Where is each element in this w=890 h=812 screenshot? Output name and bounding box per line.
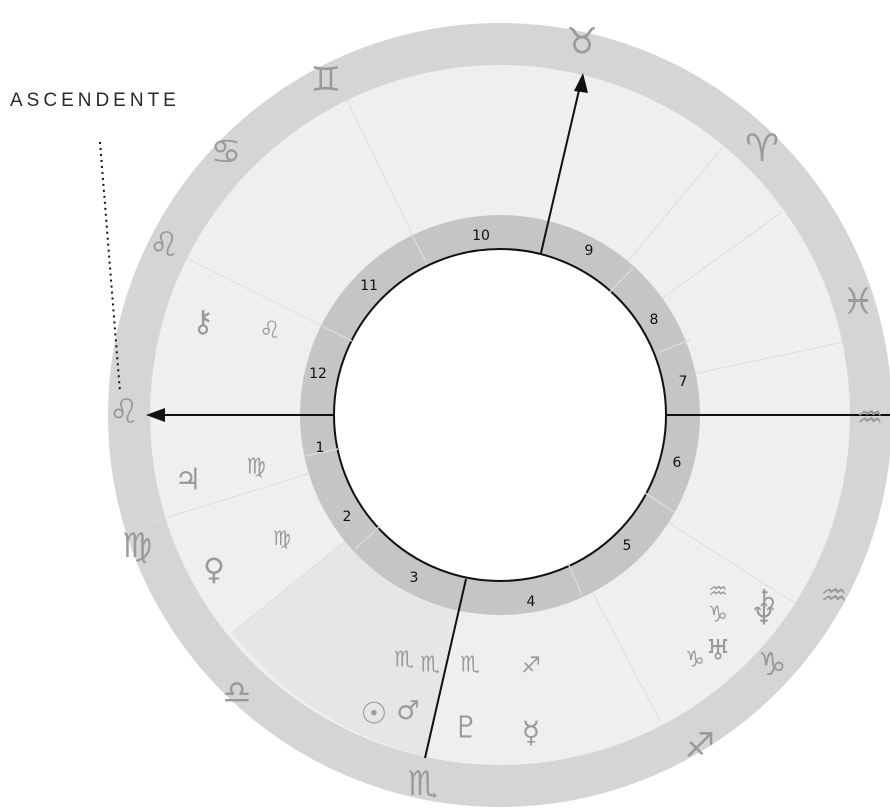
house-ring-dividers: [304, 234, 691, 596]
inner-glyph-sagittarius: ♐: [521, 654, 541, 679]
inner-glyph-scorpio-3: ♏: [460, 653, 480, 678]
house-number-9: 9: [585, 243, 594, 259]
house-number-7: 7: [679, 374, 688, 390]
house-number-1: 1: [316, 440, 325, 456]
inner-glyph-virgo: ♍: [246, 455, 266, 480]
zodiac-glyph-cancer: ♋: [211, 132, 241, 172]
inner-glyph-leo: ♌: [259, 316, 281, 344]
zodiac-glyph-libra: ♎: [223, 673, 252, 711]
inner-glyph-capricorn: ♑: [708, 603, 728, 628]
house-number-4: 4: [527, 594, 536, 610]
zodiac-glyph-virgo: ♍: [122, 526, 152, 566]
inner-glyph-mars: ♂: [396, 696, 419, 726]
inner-glyph-scorpio-2: ♏: [420, 653, 440, 678]
ascendant-label: ASCENDENTE: [10, 90, 180, 111]
inner-glyph-aquarius: ♒: [708, 580, 728, 605]
center-circle: [333, 248, 667, 582]
zodiac-glyph-capricorn: ♑: [758, 645, 787, 683]
inner-glyph-sun: ☉: [361, 697, 388, 732]
zodiac-glyph-taurus: ♉: [566, 22, 598, 63]
inner-glyph-mercury: ☿: [522, 716, 540, 751]
zodiac-glyph-leo: ♌: [149, 225, 179, 265]
house-number-6: 6: [673, 455, 682, 471]
inner-glyph-venus: ♀: [203, 553, 225, 588]
zodiac-glyph-scorpio: ♏: [408, 764, 438, 804]
inner-glyph-uranus: ♅: [705, 634, 730, 667]
inner-glyph-jupiter: ♃: [175, 463, 202, 498]
zodiac-glyph-aries: ♈: [745, 126, 779, 170]
inner-glyph-scorpio: ♏: [394, 648, 414, 673]
inner-glyph-neptune: ♆: [751, 598, 778, 633]
inner-glyph-capricorn-2: ♑: [685, 648, 705, 673]
house-number-11: 11: [360, 278, 378, 294]
zodiac-glyph-gemini: ♊: [311, 60, 341, 100]
zodiac-glyph-pisces: ♓: [842, 282, 874, 323]
zodiac-glyph-sagittarius: ♐: [685, 726, 715, 766]
zodiac-glyph-aquarius-2: ♒: [821, 579, 848, 614]
ic-line: [424, 578, 467, 759]
zodiac-glyph-leo-asc: ♌: [109, 392, 139, 432]
house-number-3: 3: [410, 570, 419, 586]
inner-glyph-virgo-2: ♍: [273, 526, 291, 550]
house-number-8: 8: [650, 312, 659, 328]
inner-glyph-pluto: ♇: [453, 711, 480, 746]
midheaven-arrowhead: [574, 73, 588, 93]
ascendant-arrowhead: [146, 408, 165, 422]
house-number-12: 12: [309, 366, 327, 382]
house-number-2: 2: [343, 509, 352, 525]
house-number-10: 10: [472, 228, 490, 244]
inner-glyph-saturn: ♄: [756, 585, 779, 615]
midheaven-line: [540, 85, 581, 254]
inner-glyph-chiron: ⚷: [192, 305, 214, 340]
zodiac-glyph-aquarius: ♒: [857, 401, 884, 436]
house-number-5: 5: [623, 538, 632, 554]
